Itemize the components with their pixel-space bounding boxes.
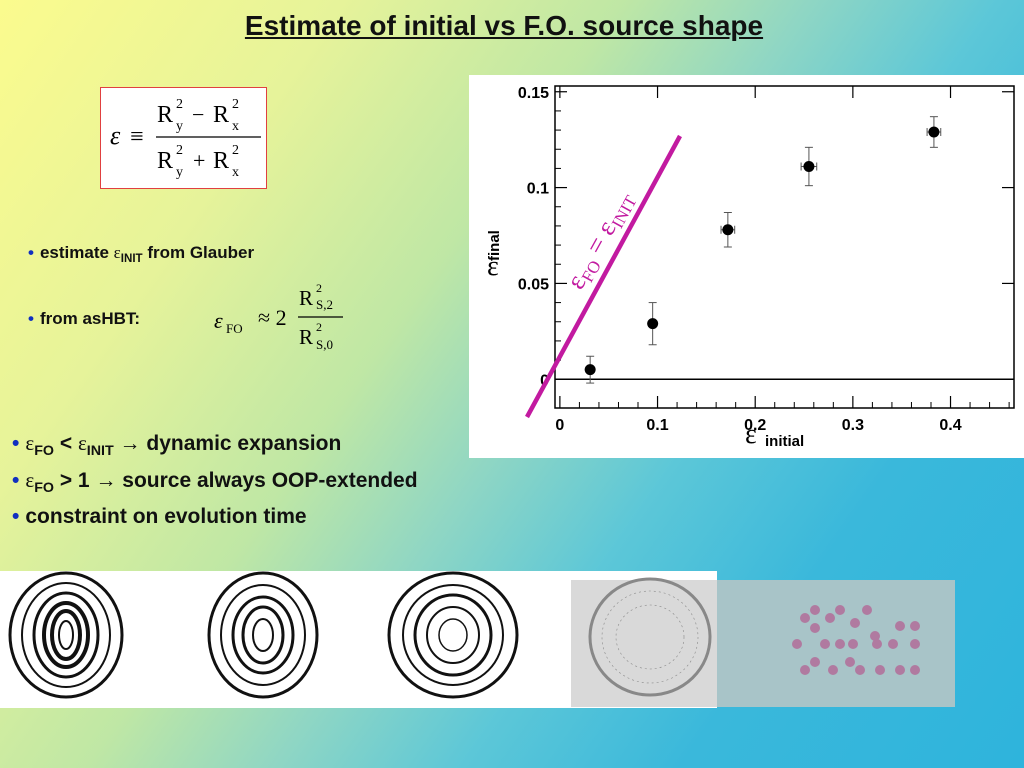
x-tick-label: 0 <box>555 417 564 434</box>
svg-text:ε: ε <box>214 308 223 333</box>
svg-text:y: y <box>176 119 183 134</box>
eccentricity-formula: ε ≡ R 2 y − R 2 x R 2 y + R 2 x <box>110 97 261 180</box>
vector-panel <box>571 580 717 707</box>
svg-text:R: R <box>299 286 313 310</box>
formula-equiv: ≡ <box>130 124 144 150</box>
formula-lhs-epsilon: ε <box>110 121 121 150</box>
svg-text:R: R <box>299 325 313 349</box>
svg-text:R: R <box>213 148 229 174</box>
svg-text:x: x <box>232 119 239 134</box>
svg-text:S,2: S,2 <box>316 297 333 312</box>
y-label-final: final <box>486 230 503 261</box>
hbt-formula: ε FO ≈ 2 R 2 S,2 R 2 S,0 <box>214 281 343 352</box>
svg-text:−: − <box>192 102 204 127</box>
formula-num: R <box>157 102 173 128</box>
svg-text:2: 2 <box>232 143 239 158</box>
elliptic-flow-contour-thumbnail-2 <box>207 571 319 699</box>
svg-text:y: y <box>176 165 183 180</box>
x-tick-label: 0.4 <box>939 417 961 434</box>
grey-vector-field-thumbnail <box>588 577 712 697</box>
svg-text:+: + <box>193 148 205 173</box>
bullet-constraint: • constraint on evolution time <box>12 505 307 528</box>
x-tick-label: 0.3 <box>842 417 864 434</box>
data-point <box>928 126 940 138</box>
bullet-dynamic-expansion: • εFO < εINIT → dynamic expansion <box>12 431 342 459</box>
x-tick-label: 0.2 <box>744 417 766 434</box>
y-tick-label: 0.05 <box>518 276 549 293</box>
bullet-ashbt: • from asHBT: <box>28 309 141 328</box>
svg-text:S,0: S,0 <box>316 337 333 352</box>
y-tick-label: 0.1 <box>527 181 549 198</box>
y-tick-label: 0.15 <box>518 85 549 102</box>
svg-text:2: 2 <box>316 281 322 295</box>
data-point <box>803 161 815 172</box>
svg-text:2: 2 <box>316 320 322 334</box>
particle-dots-thumbnail <box>792 605 920 675</box>
eccentricity-formula-box: ε ≡ R 2 y − R 2 x R 2 y + R 2 x <box>100 87 267 189</box>
elliptic-flow-contour-thumbnail-1 <box>8 571 124 699</box>
x-tick-label: 0.1 <box>646 417 668 434</box>
data-point <box>584 364 596 376</box>
plot-frame <box>554 85 1015 409</box>
svg-text:FO: FO <box>226 321 243 336</box>
svg-text:2: 2 <box>176 143 183 158</box>
elliptic-flow-contour-thumbnail-3 <box>387 571 519 699</box>
data-point <box>647 318 659 330</box>
y-label-epsilon: ε <box>487 251 499 282</box>
x-label-initial: initial <box>765 433 804 450</box>
page-title: Estimate of initial vs F.O. source shape <box>244 10 764 41</box>
data-point <box>722 224 734 236</box>
diagonal-line <box>525 134 682 419</box>
x-label-epsilon: ε <box>745 419 757 450</box>
bullet-glauber: • estimate εINIT from Glauber <box>28 243 255 266</box>
formula-den: R <box>157 148 173 174</box>
svg-text:2: 2 <box>232 97 239 112</box>
svg-text:≈ 2: ≈ 2 <box>258 305 287 330</box>
svg-text:R: R <box>213 102 229 128</box>
svg-text:x: x <box>232 165 239 180</box>
svg-text:2: 2 <box>176 97 183 112</box>
bullet-oop-extended: • εFO > 1 → source always OOP-extended <box>12 468 418 496</box>
